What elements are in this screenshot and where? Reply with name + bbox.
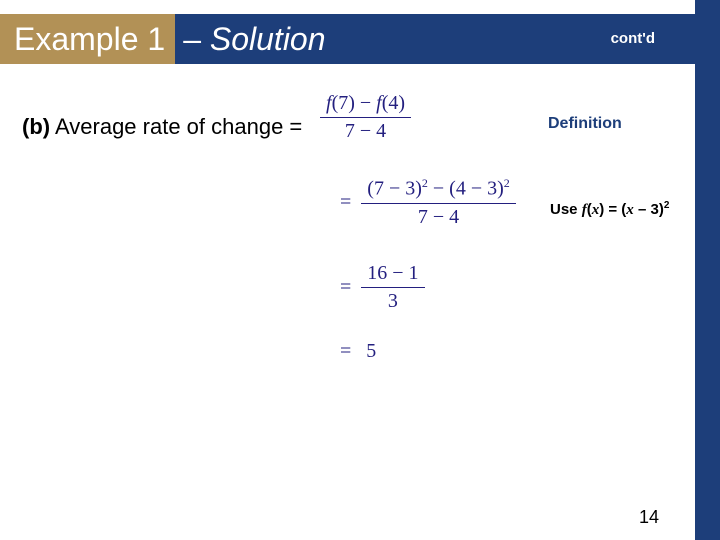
- equation-3: = 16 − 1 3: [340, 262, 425, 313]
- title-bar: Example 1 – Solution: [0, 14, 695, 64]
- eq3-denominator: 3: [361, 288, 424, 313]
- eq1-minus: −: [360, 92, 371, 114]
- lead-text: Average rate of change =: [55, 114, 302, 139]
- eq1-fraction: f(7) − f(4) 7 − 4: [320, 92, 411, 143]
- title-dash: –: [183, 21, 201, 57]
- annot2-x2: x: [626, 202, 634, 218]
- eq1-numerator: f(7) − f(4): [320, 92, 411, 118]
- body-lead: (b) Average rate of change =: [22, 114, 302, 140]
- eq3-numerator: 16 − 1: [361, 262, 424, 288]
- annotation-definition: Definition: [548, 115, 622, 133]
- eq2-term1: (7 − 3): [367, 178, 422, 200]
- eq2-sup2: 2: [504, 176, 510, 190]
- part-label: (b): [22, 114, 50, 139]
- eq3-equals: =: [340, 276, 351, 299]
- title-tab: Example 1: [0, 14, 175, 64]
- eq4-value: 5: [366, 340, 376, 362]
- eq1-arg2: (4): [382, 92, 405, 114]
- eq2-numerator: (7 − 3)2 − (4 − 3)2: [361, 176, 516, 204]
- annot2-m3: – 3): [634, 201, 664, 218]
- equation-2: = (7 − 3)2 − (4 − 3)2 7 − 4: [340, 176, 516, 229]
- eq1-denominator: 7 − 4: [320, 118, 411, 143]
- eq2-fraction: (7 − 3)2 − (4 − 3)2 7 − 4: [361, 176, 516, 229]
- title-main: – Solution: [183, 21, 325, 58]
- eq3-fraction: 16 − 1 3: [361, 262, 424, 313]
- eq1-arg1: (7): [332, 92, 355, 114]
- title-suffix: Solution: [210, 21, 326, 57]
- eq2-equals: =: [340, 191, 351, 214]
- title-prefix: Example 1: [14, 21, 165, 58]
- eq2-minus: −: [433, 178, 444, 200]
- annot2-pre: Use: [550, 201, 582, 218]
- slide-content-area: Example 1 – Solution cont'd (b) Average …: [0, 0, 695, 540]
- eq2-term2: (4 − 3): [449, 178, 504, 200]
- annot2-eq: =: [604, 201, 621, 218]
- equation-4: = 5: [340, 340, 376, 363]
- page-number: 14: [639, 507, 659, 528]
- contd-label: cont'd: [611, 30, 655, 47]
- annotation-use-fx: Use f(x) = (x – 3)2: [550, 200, 669, 219]
- annot2-sup: 2: [664, 200, 670, 211]
- eq2-denominator: 7 − 4: [361, 204, 516, 229]
- slide-background: Example 1 – Solution cont'd (b) Average …: [0, 0, 720, 540]
- eq4-equals: =: [340, 340, 351, 362]
- eq2-sup1: 2: [422, 176, 428, 190]
- equation-1: f(7) − f(4) 7 − 4: [320, 92, 411, 143]
